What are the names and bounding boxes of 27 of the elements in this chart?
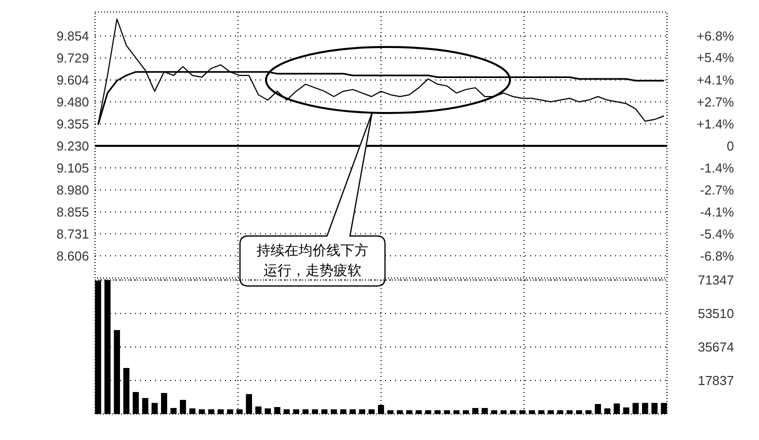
y-tick-label: 9.105: [56, 160, 89, 176]
y-tick-label: 53510: [698, 306, 734, 322]
y2-tick-label: 0: [726, 138, 734, 154]
y-tick-label: 9.729: [56, 50, 89, 66]
y-tick-label: 9.355: [56, 116, 89, 132]
y2-tick-label: -1.4%: [700, 160, 734, 176]
y-tick-label: 8.731: [56, 226, 89, 242]
y-tick-label: 9.604: [56, 72, 89, 88]
y2-tick-label: +5.4%: [696, 50, 734, 66]
y-tick-label: 9.230: [56, 138, 89, 154]
y-tick-label: 71347: [698, 272, 734, 288]
y2-tick-label: -2.7%: [700, 182, 734, 198]
y-tick-label: 9.480: [56, 94, 89, 110]
y-tick-label: 8.980: [56, 182, 89, 198]
annotation: 持续在均价线下方运行，走势疲软: [256, 243, 368, 279]
y2-tick-label: -4.1%: [700, 204, 734, 220]
y-tick-label: 35674: [698, 340, 734, 355]
y2-tick-label: -6.8%: [700, 248, 734, 264]
y-tick-label: 8.855: [56, 204, 89, 220]
y2-tick-label: +2.7%: [696, 94, 734, 110]
y2-tick-label: +1.4%: [696, 116, 734, 132]
y2-tick-label: -5.4%: [700, 226, 734, 242]
y-tick-label: 8.606: [56, 248, 89, 264]
y2-tick-label: +4.1%: [696, 72, 734, 88]
y2-tick-label: +6.8%: [696, 28, 734, 44]
y-tick-label: 17837: [698, 373, 734, 388]
y-tick-label: 9.854: [56, 28, 89, 44]
